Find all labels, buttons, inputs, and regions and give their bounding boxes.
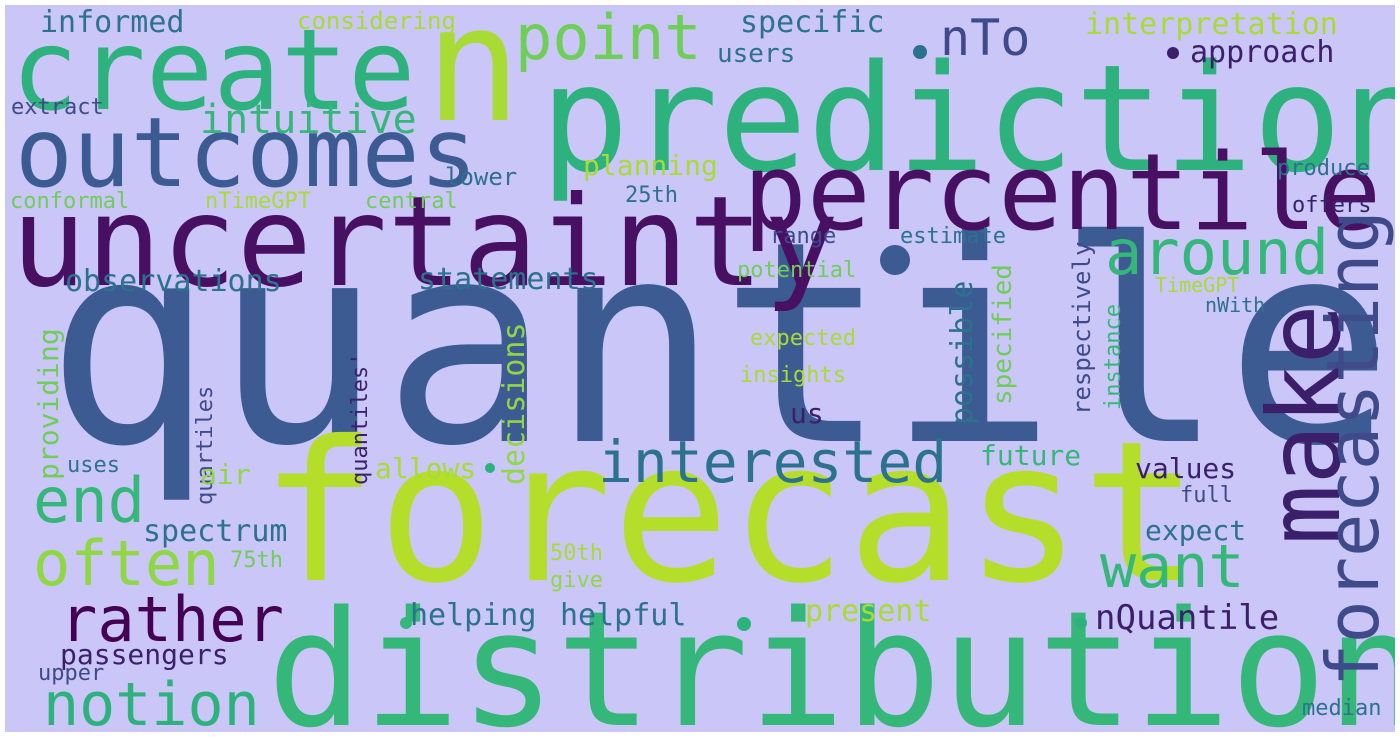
word-75th: 75th	[230, 548, 283, 573]
word-interpretation: interpretation	[1085, 7, 1338, 42]
word-providing: providing	[32, 328, 65, 480]
word-nTo: nTo	[940, 9, 1031, 67]
word-helping: helping	[410, 598, 537, 633]
word-lower: lower	[445, 163, 518, 191]
word-decisions: decisions	[497, 322, 532, 485]
word-central: central	[365, 189, 458, 214]
word-air: air	[200, 458, 251, 491]
dot-mark	[737, 617, 751, 631]
word-possible: possible	[945, 280, 980, 426]
word-quantiles: quantiles'	[348, 352, 373, 485]
word-us: us	[790, 397, 824, 430]
word-future: future	[980, 439, 1082, 472]
word-want: want	[1100, 532, 1245, 602]
word-expected: expected	[750, 326, 856, 351]
word-respectively: respectively	[1068, 241, 1096, 415]
word-median: median	[1302, 696, 1382, 721]
word-offers: offers	[1292, 193, 1372, 218]
word-produce: produce	[1277, 156, 1370, 181]
dot-mark	[400, 617, 412, 629]
word-extract: extract	[11, 95, 104, 120]
word-uncertainty: uncertainty	[11, 170, 839, 315]
word-n: n	[425, 5, 522, 158]
word-informed: informed	[40, 5, 185, 40]
word-uses: uses	[67, 453, 120, 478]
word-range: range	[770, 224, 837, 249]
dot-mark	[880, 245, 910, 275]
word-give: give	[550, 568, 603, 593]
word-observations: observations	[65, 264, 282, 299]
word-often: often	[33, 527, 220, 600]
word-expect: expect	[1145, 514, 1247, 547]
word-users: users	[717, 39, 796, 69]
word-interested: interested	[598, 428, 948, 496]
word-percentile: percentile	[743, 131, 1382, 254]
word-nQuantile: nQuantile	[1095, 598, 1280, 638]
dot-mark	[485, 463, 495, 473]
word-create: create	[11, 6, 416, 136]
dot-mark	[1167, 47, 1179, 59]
word-quantile: quantile	[45, 182, 1394, 508]
word-end: end	[33, 464, 145, 537]
word-approach: approach	[1190, 35, 1335, 70]
word-around: around	[1105, 216, 1329, 289]
word-passengers: passengers	[60, 638, 229, 671]
word-notion: notion	[43, 670, 260, 732]
word-considering: considering	[297, 7, 456, 35]
word-spectrum: spectrum	[143, 514, 288, 549]
word-rather: rather	[60, 583, 284, 656]
word-specified: specified	[988, 264, 1018, 405]
word-nTimeGPT: nTimeGPT	[205, 189, 311, 214]
word-50th: 50th	[550, 541, 603, 566]
word-values: values	[1135, 452, 1237, 485]
word-TimeGPT: TimeGPT	[1155, 273, 1240, 297]
word-nWith: nWith	[1205, 293, 1266, 317]
word-instance: instance	[1101, 304, 1126, 410]
word-full: full	[1180, 483, 1233, 508]
word-25th: 25th	[625, 183, 678, 208]
word-insights: insights	[740, 363, 846, 388]
word-distribution: distribution	[267, 576, 1395, 733]
word-estimate: estimate	[900, 224, 1006, 249]
word-outcomes: outcomes	[15, 97, 478, 209]
word-cloud: quantile forecast distribution predictio…	[5, 5, 1395, 732]
dot-mark	[1075, 617, 1087, 629]
word-specific: specific	[740, 5, 885, 40]
word-helpful: helpful	[560, 598, 687, 633]
word-allows: allows	[375, 452, 477, 485]
word-conformal: conformal	[10, 189, 130, 214]
word-planning: planning	[583, 149, 718, 182]
word-statements: statements	[418, 262, 599, 297]
word-present: present	[805, 594, 932, 629]
word-point: point	[515, 5, 702, 74]
word-intuitive: intuitive	[200, 97, 417, 143]
word-forecast: forecast	[260, 399, 1200, 626]
word-upper: upper	[38, 661, 105, 686]
word-potential: potential	[737, 258, 857, 283]
word-prediction: prediction	[540, 33, 1395, 205]
dot-mark	[913, 45, 927, 59]
